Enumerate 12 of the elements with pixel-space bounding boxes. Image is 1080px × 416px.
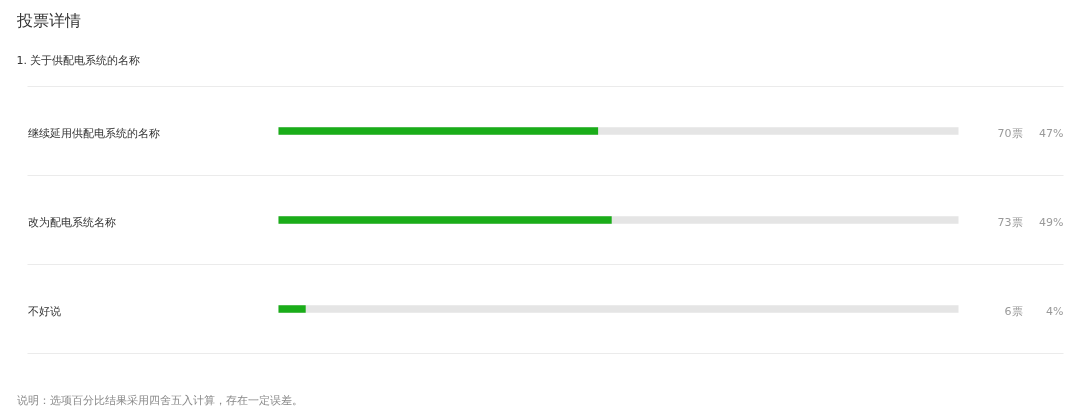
data-label: 4% — [1046, 304, 1064, 318]
data-label: 49% — [1039, 215, 1064, 229]
text: 70票 — [997, 126, 1023, 140]
text: 6票 — [1004, 304, 1023, 318]
y-tick-label: 继续延用供配电系统的名称 — [27, 126, 160, 140]
data-label: 47% — [1039, 126, 1064, 140]
y-tick-label: 不好说 — [27, 304, 61, 318]
y-tick-label: 改为配电系统名称 — [27, 215, 116, 229]
text: 说明：选项百分比结果采用四舍五入计算，存在一定误差。 — [16, 394, 303, 407]
text: 1. 关于供配电系统的名称 — [16, 54, 141, 67]
text: 投票详情 — [15, 11, 81, 30]
text: 73票 — [997, 215, 1023, 229]
